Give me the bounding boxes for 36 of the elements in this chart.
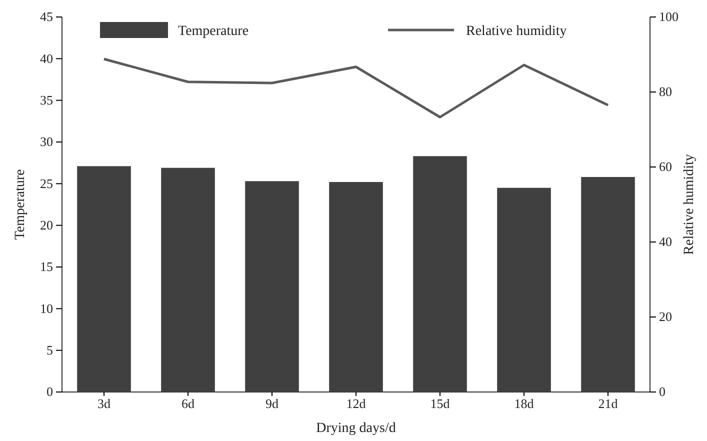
bar [77, 166, 131, 392]
x-tick-label: 12d [346, 396, 366, 412]
y-tick-label: 20 [40, 217, 53, 232]
y-tick-label: 25 [40, 176, 53, 191]
y-axis-title: Temperature [13, 169, 28, 240]
bar [581, 177, 635, 392]
x-tick-label: 9d [266, 396, 279, 412]
bar [497, 188, 551, 392]
bar [245, 181, 299, 392]
bar [161, 168, 215, 392]
y-tick-label: 10 [40, 300, 53, 316]
y2-tick-label: 80 [659, 84, 672, 100]
x-axis-title: Drying days/d [316, 421, 396, 436]
x-tick-label: 3d [98, 396, 111, 412]
bar [413, 156, 467, 392]
y2-tick-label: 40 [659, 234, 672, 250]
y-tick-label: 40 [40, 50, 53, 66]
y2-tick-label: 20 [659, 309, 672, 324]
legend-label: Relative humidity [466, 24, 567, 39]
x-tick-label: 6d [182, 396, 195, 412]
x-tick-label: 21d [598, 396, 618, 412]
y-tick-label: 5 [46, 342, 53, 358]
bar [329, 182, 383, 392]
y-tick-label: 0 [46, 384, 53, 400]
y2-tick-label: 0 [659, 384, 666, 400]
line-series [102, 58, 610, 118]
y-tick-label: 15 [40, 259, 53, 274]
y2-tick-label: 60 [659, 159, 672, 174]
y-tick-label: 35 [40, 92, 53, 108]
y-tick-label: 45 [40, 9, 53, 24]
x-tick-label: 18d [514, 396, 534, 412]
y2-axis-title: Relative humidity [682, 154, 697, 255]
y-tick-label: 30 [40, 134, 53, 150]
y2-tick-label: 100 [659, 9, 678, 24]
legend-label: Temperature [178, 24, 249, 39]
x-tick-label: 15d [430, 396, 450, 412]
